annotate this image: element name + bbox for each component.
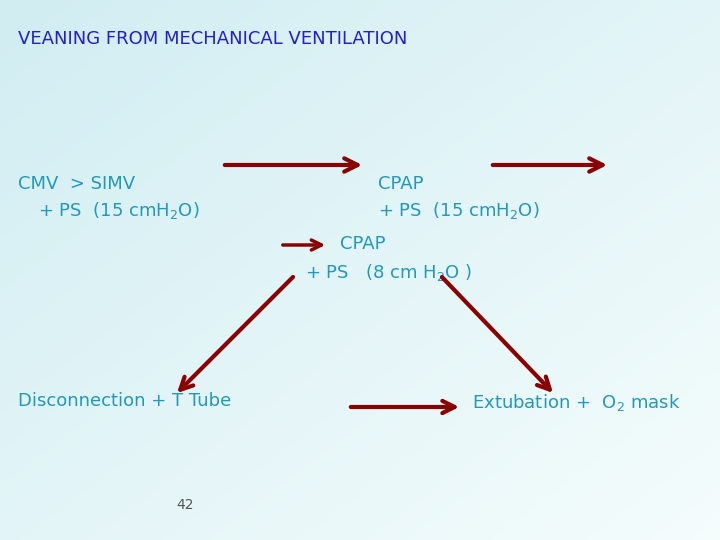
Text: CPAP: CPAP xyxy=(340,235,385,253)
Text: + PS  (15 cmH$_2$O): + PS (15 cmH$_2$O) xyxy=(378,200,539,221)
Text: + PS  (15 cmH$_2$O): + PS (15 cmH$_2$O) xyxy=(38,200,199,221)
Text: CMV  > SIMV: CMV > SIMV xyxy=(18,175,135,193)
Text: Disconnection + T Tube: Disconnection + T Tube xyxy=(18,392,231,410)
Text: + PS   (8 cm H$_2$O ): + PS (8 cm H$_2$O ) xyxy=(305,262,472,283)
Text: VEANING FROM MECHANICAL VENTILATION: VEANING FROM MECHANICAL VENTILATION xyxy=(18,30,408,48)
Text: 42: 42 xyxy=(176,498,194,512)
Text: CPAP: CPAP xyxy=(378,175,423,193)
Text: Extubation +  O$_2$ mask: Extubation + O$_2$ mask xyxy=(472,392,680,413)
